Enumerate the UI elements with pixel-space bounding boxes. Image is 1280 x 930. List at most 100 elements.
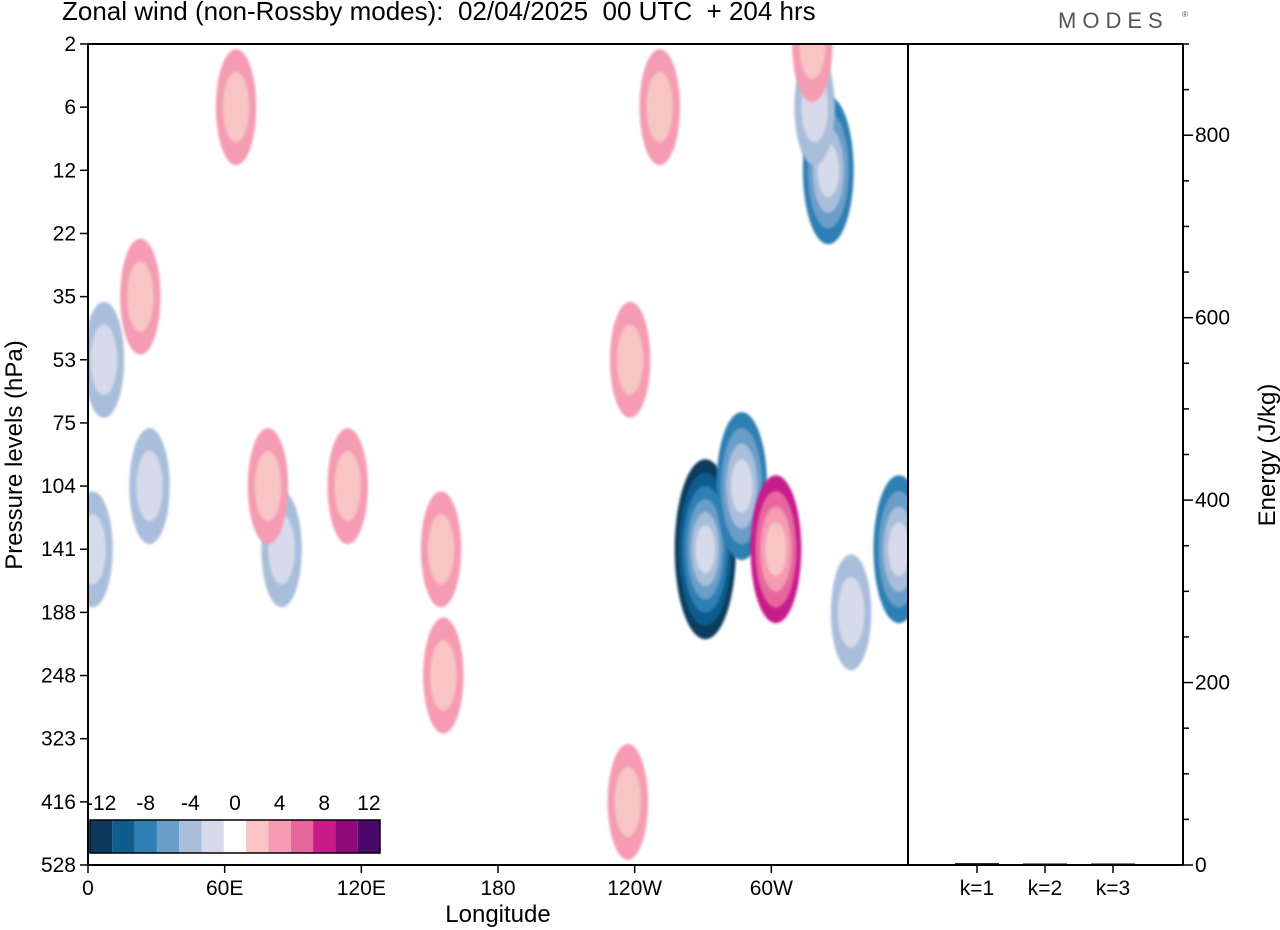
energy-axis-title: Energy (J/kg)	[1254, 384, 1280, 527]
energy-bar	[1091, 863, 1135, 865]
easterly-core-8	[830, 554, 872, 671]
contour-fill	[799, 44, 826, 80]
contour-fill	[254, 450, 282, 522]
colorbar-outline	[89, 819, 381, 854]
contour-fill	[127, 261, 154, 332]
y-tick-label: 53	[53, 349, 76, 372]
y-tick-label: 6	[64, 96, 76, 119]
registered-mark-icon: ®	[1182, 10, 1188, 19]
contour-fill	[88, 513, 106, 585]
contour-fill	[136, 450, 163, 522]
contour-fill	[222, 71, 250, 143]
colorbar-label: 0	[229, 792, 241, 815]
y-tick-label: 75	[53, 412, 76, 435]
colorbar-swatch	[335, 820, 358, 853]
x-tick-label: 120E	[337, 877, 386, 900]
westerly-core-15	[215, 49, 257, 166]
contour-fill	[888, 522, 908, 577]
y-tick-label: 22	[53, 222, 76, 245]
x-tick-label: 0	[82, 877, 94, 900]
colorbar-label: -12	[86, 792, 116, 815]
easterly-core-0	[674, 459, 736, 640]
contour-fill	[427, 513, 455, 585]
easterly-core-5	[88, 301, 125, 418]
contour-fill	[614, 766, 642, 838]
colorbar-label: -4	[181, 792, 200, 815]
colorbar-label: 12	[357, 792, 380, 815]
colorbar-swatch	[134, 820, 157, 853]
y-axis-title: Pressure levels (hPa)	[1, 340, 28, 569]
westerly-core-19	[609, 301, 651, 418]
colorbar-swatch	[246, 820, 269, 853]
contour-fill	[695, 525, 716, 574]
colorbar-swatch	[90, 820, 113, 853]
y-tick-label: 323	[41, 728, 76, 751]
y-tick-label: 12	[53, 159, 76, 182]
wavenumber-labels: k=1 k=2 k=3	[960, 865, 1130, 900]
wavenumber-label: k=3	[1096, 877, 1130, 900]
y-tick-label: 141	[41, 538, 76, 561]
heatmap-frame	[87, 43, 909, 866]
contour-fill	[430, 640, 457, 711]
contour-fill	[730, 459, 753, 513]
colorbar-swatch	[156, 820, 180, 853]
westerly-core-10	[750, 475, 802, 624]
colorbar-swatch	[313, 820, 336, 853]
westerly-core-18	[247, 428, 289, 545]
colorbar-label: 8	[318, 792, 330, 815]
contour-fill	[646, 71, 674, 143]
energy-tick-label: 800	[1195, 124, 1230, 147]
modes-logo: MODES	[1058, 8, 1169, 33]
easterly-core-6	[129, 428, 170, 545]
contour-fill	[334, 450, 361, 522]
colorbar-swatch	[223, 820, 247, 853]
energy-tick-label: 400	[1195, 489, 1230, 512]
x-tick-label: 120W	[607, 877, 662, 900]
energy-tick-labels: 0 200 400 600 800	[1183, 43, 1230, 877]
x-axis-title: Longitude	[445, 901, 550, 928]
energy-bar	[955, 863, 999, 865]
y-tick-label: 416	[41, 791, 76, 814]
colorbar-label: 4	[274, 792, 286, 815]
easterly-core-4	[88, 491, 113, 608]
colorbar-swatch	[201, 820, 224, 853]
y-tick-label: 248	[41, 665, 76, 688]
y-tick-labels: 2 6 12 22 35 53 75 104 141 188 248 323 416 528	[41, 33, 88, 877]
energy-frame	[908, 43, 1184, 866]
contour-fill	[837, 577, 865, 648]
colorbar-label: -8	[136, 792, 155, 815]
y-tick-label: 35	[53, 286, 76, 309]
colorbar-swatch	[179, 820, 202, 853]
wind-field	[88, 44, 908, 860]
x-tick-label: 60W	[750, 877, 793, 900]
wavenumber-label: k=2	[1028, 877, 1062, 900]
contour-fill	[765, 522, 787, 577]
westerly-core-13	[327, 428, 368, 545]
energy-tick-label: 200	[1195, 672, 1230, 695]
x-tick-labels: 0 60E 120E 180 120W 60W	[82, 865, 793, 900]
contour-fill	[616, 324, 644, 396]
colorbar: -12 -8 -4 0 4 8 12	[86, 792, 381, 854]
westerly-core-20	[792, 44, 833, 102]
colorbar-swatch	[112, 820, 135, 853]
y-tick-label: 188	[41, 601, 76, 624]
chart-title: Zonal wind (non-Rossby modes): 02/04/202…	[62, 0, 816, 26]
westerly-core-14	[639, 49, 680, 166]
westerly-core-12	[423, 617, 464, 734]
wavenumber-label: k=1	[960, 877, 994, 900]
y-tick-label: 2	[64, 33, 76, 56]
contour-fill	[90, 324, 118, 396]
energy-bars	[955, 863, 1135, 865]
colorbar-swatch	[268, 820, 291, 853]
easterly-core-2	[873, 475, 908, 624]
westerly-core-17	[607, 743, 649, 860]
energy-bar	[1023, 863, 1067, 865]
westerly-core-16	[120, 238, 161, 355]
y-tick-label: 528	[41, 854, 76, 877]
energy-tick-label: 600	[1195, 307, 1230, 330]
x-tick-label: 180	[480, 877, 515, 900]
colorbar-swatch	[357, 820, 380, 853]
colorbar-swatch	[290, 820, 314, 853]
x-tick-label: 60E	[206, 877, 243, 900]
